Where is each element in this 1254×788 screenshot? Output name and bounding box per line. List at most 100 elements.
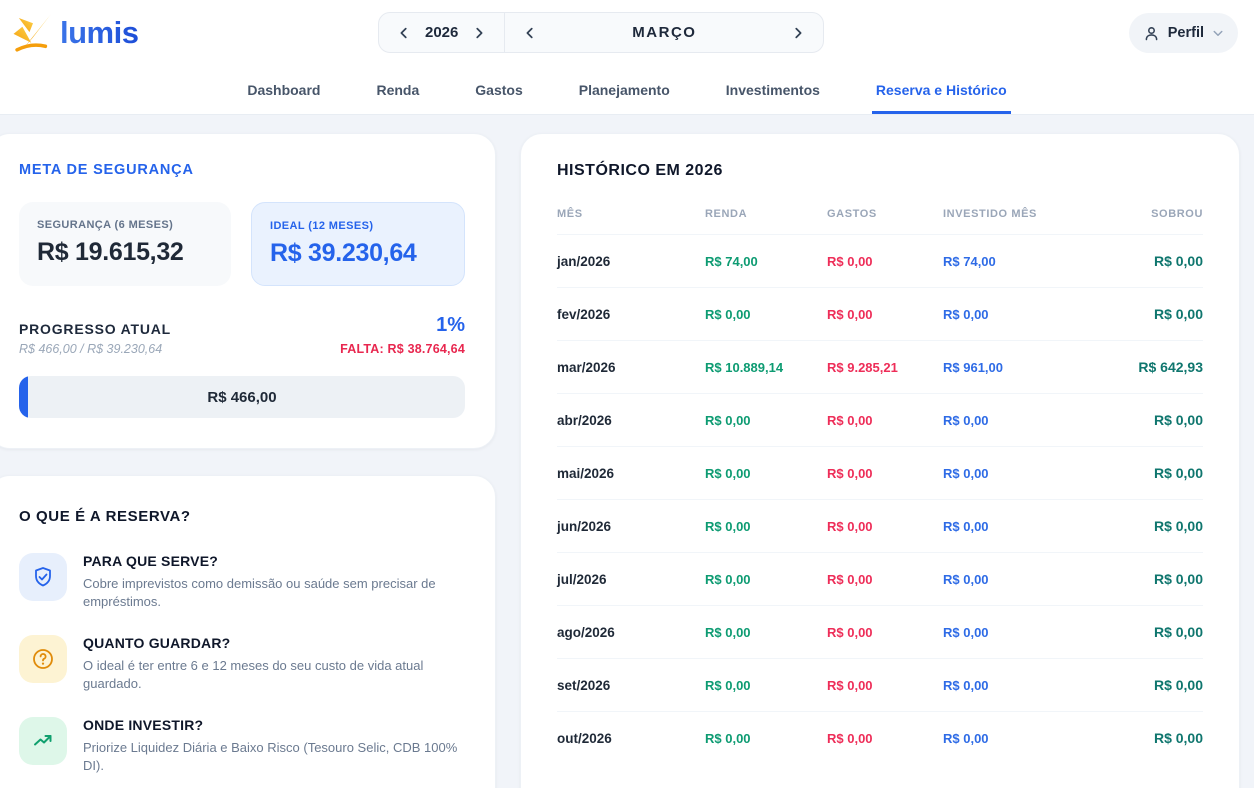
year-next-button[interactable] xyxy=(470,24,488,42)
table-row: mar/2026 R$ 10.889,14 R$ 9.285,21 R$ 961… xyxy=(557,340,1203,393)
progress-label: PROGRESSO ATUAL xyxy=(19,321,172,337)
tab-renda[interactable]: Renda xyxy=(376,82,420,98)
cell-renda: R$ 0,00 xyxy=(705,518,751,534)
cell-renda: R$ 0,00 xyxy=(705,571,751,587)
cell-renda: R$ 0,00 xyxy=(705,412,751,428)
logo-text: lumis xyxy=(60,15,139,50)
history-rows: jan/2026 R$ 74,00 R$ 0,00 R$ 74,00 R$ 0,… xyxy=(557,234,1203,764)
table-row: out/2026 R$ 0,00 R$ 0,00 R$ 0,00 R$ 0,00 xyxy=(557,711,1203,764)
cell-mes: abr/2026 xyxy=(557,412,612,428)
cell-gastos: R$ 9.285,21 xyxy=(827,359,898,375)
list-item: QUANTO GUARDAR? O ideal é ter entre 6 e … xyxy=(19,635,465,692)
cell-renda: R$ 0,00 xyxy=(705,677,751,693)
tab-gastos[interactable]: Gastos xyxy=(475,82,523,98)
progress-falta: FALTA: R$ 38.764,64 xyxy=(340,342,465,356)
history-table-header: MÊS RENDA GASTOS INVESTIDO MÊS SOBROU xyxy=(557,202,1203,234)
table-row: abr/2026 R$ 0,00 R$ 0,00 R$ 0,00 R$ 0,00 xyxy=(557,393,1203,446)
cell-sobrou: R$ 0,00 xyxy=(1153,677,1203,693)
tab-investimentos[interactable]: Investimentos xyxy=(725,82,820,98)
tab-reserva-historico[interactable]: Reserva e Histórico xyxy=(871,66,1011,114)
chevron-down-icon xyxy=(1212,27,1224,39)
cell-renda: R$ 0,00 xyxy=(705,624,751,640)
column-header-mes: MÊS xyxy=(557,208,583,220)
reserva-info-card: O QUE É A RESERVA? PARA QUE SERVE? Cobre… xyxy=(0,475,496,788)
cell-sobrou: R$ 642,93 xyxy=(1138,359,1203,375)
profile-button[interactable]: Perfil xyxy=(1128,13,1238,53)
reserva-item-text: QUANTO GUARDAR? O ideal é ter entre 6 e … xyxy=(83,635,465,692)
cell-investido: R$ 0,00 xyxy=(943,412,989,428)
reserva-item-text: ONDE INVESTIR? Priorize Liquidez Diária … xyxy=(83,717,465,774)
table-row: fev/2026 R$ 0,00 R$ 0,00 R$ 0,00 R$ 0,00 xyxy=(557,287,1203,340)
cell-investido: R$ 0,00 xyxy=(943,624,989,640)
cell-investido: R$ 0,00 xyxy=(943,518,989,534)
cell-mes: jun/2026 xyxy=(557,518,612,534)
column-header-renda: RENDA xyxy=(705,208,748,220)
reserva-item-desc: Cobre imprevistos como demissão ou saúde… xyxy=(83,576,436,609)
column-header-investido: INVESTIDO MÊS xyxy=(943,208,1037,220)
column-header-sobrou: SOBROU xyxy=(1151,208,1203,220)
cell-investido: R$ 0,00 xyxy=(943,306,989,322)
cell-mes: mai/2026 xyxy=(557,465,615,481)
cell-investido: R$ 0,00 xyxy=(943,730,989,746)
year-value: 2026 xyxy=(425,24,459,41)
month-selector: MARÇO xyxy=(505,13,823,52)
list-item: ONDE INVESTIR? Priorize Liquidez Diária … xyxy=(19,717,465,774)
progress-fraction: R$ 466,00 / R$ 39.230,64 xyxy=(19,342,163,356)
table-row: set/2026 R$ 0,00 R$ 0,00 R$ 0,00 R$ 0,00 xyxy=(557,658,1203,711)
progress-bar-label: R$ 466,00 xyxy=(207,388,277,406)
table-row: jan/2026 R$ 74,00 R$ 0,00 R$ 74,00 R$ 0,… xyxy=(557,234,1203,287)
chevron-left-icon xyxy=(523,26,537,40)
cell-gastos: R$ 0,00 xyxy=(827,253,873,269)
chevron-left-icon xyxy=(397,26,411,40)
cell-sobrou: R$ 0,00 xyxy=(1153,253,1203,269)
month-value: MARÇO xyxy=(632,24,697,41)
cell-mes: out/2026 xyxy=(557,730,612,746)
reserva-item-title: PARA QUE SERVE? xyxy=(83,553,218,569)
table-row: jun/2026 R$ 0,00 R$ 0,00 R$ 0,00 R$ 0,00 xyxy=(557,499,1203,552)
cell-mes: jul/2026 xyxy=(557,571,607,587)
cell-gastos: R$ 0,00 xyxy=(827,624,873,640)
logo-sunburst-icon xyxy=(10,12,56,54)
cell-gastos: R$ 0,00 xyxy=(827,306,873,322)
app-logo: lumis xyxy=(10,12,139,54)
question-circle-icon xyxy=(19,635,67,684)
year-prev-button[interactable] xyxy=(395,24,413,42)
month-next-button[interactable] xyxy=(789,24,807,42)
reserva-item-title: QUANTO GUARDAR? xyxy=(83,635,231,652)
tab-planejamento[interactable]: Planejamento xyxy=(578,82,670,98)
progress-header: PROGRESSO ATUAL 1% xyxy=(19,314,465,337)
cell-renda: R$ 0,00 xyxy=(705,730,751,746)
person-icon xyxy=(1143,25,1160,42)
cell-sobrou: R$ 0,00 xyxy=(1153,571,1203,587)
month-prev-button[interactable] xyxy=(521,24,539,42)
cell-gastos: R$ 0,00 xyxy=(827,465,873,481)
chevron-right-icon xyxy=(791,26,805,40)
list-item: PARA QUE SERVE? Cobre imprevistos como d… xyxy=(19,553,465,610)
chevron-right-icon xyxy=(472,26,486,40)
period-selector: 2026 MARÇO xyxy=(378,12,825,53)
seguranca-label: SEGURANÇA (6 MESES) xyxy=(37,219,174,231)
progress-subline: R$ 466,00 / R$ 39.230,64 FALTA: R$ 38.76… xyxy=(19,342,465,356)
tab-dashboard[interactable]: Dashboard xyxy=(247,82,321,98)
cell-sobrou: R$ 0,00 xyxy=(1153,306,1203,322)
top-bar: lumis 2026 MARÇO xyxy=(0,0,1254,66)
cell-sobrou: R$ 0,00 xyxy=(1153,518,1203,534)
meta-card-title: META DE SEGURANÇA xyxy=(19,162,194,178)
reserva-items: PARA QUE SERVE? Cobre imprevistos como d… xyxy=(19,553,465,774)
cell-sobrou: R$ 0,00 xyxy=(1153,730,1203,746)
historico-card: HISTÓRICO EM 2026 MÊS RENDA GASTOS INVES… xyxy=(520,133,1240,788)
progress-bar-fill xyxy=(19,376,28,418)
table-row: jul/2026 R$ 0,00 R$ 0,00 R$ 0,00 R$ 0,00 xyxy=(557,552,1203,605)
trend-up-icon xyxy=(19,717,67,766)
cell-renda: R$ 10.889,14 xyxy=(705,359,784,375)
cell-gastos: R$ 0,00 xyxy=(827,412,873,428)
cell-gastos: R$ 0,00 xyxy=(827,677,873,693)
cell-gastos: R$ 0,00 xyxy=(827,518,873,534)
left-column: META DE SEGURANÇA SEGURANÇA (6 MESES) R$… xyxy=(0,133,496,788)
cell-mes: set/2026 xyxy=(557,677,611,693)
profile-label: Perfil xyxy=(1167,25,1204,41)
cell-gastos: R$ 0,00 xyxy=(827,571,873,587)
progress-bar: R$ 466,00 xyxy=(19,376,465,418)
cell-mes: jan/2026 xyxy=(557,253,611,269)
main-nav: Dashboard Renda Gastos Planejamento Inve… xyxy=(0,66,1254,115)
